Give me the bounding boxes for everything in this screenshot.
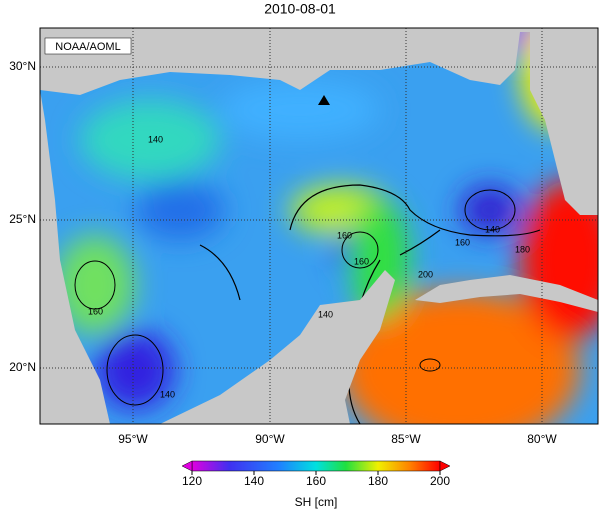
colorbar-tick-label: 160 — [306, 474, 326, 488]
map-frame — [39, 27, 599, 425]
graticule — [40, 28, 598, 424]
colorbar-tick-label: 140 — [244, 474, 264, 488]
contour-label: 160 — [354, 256, 369, 266]
lat-label: 25°N — [9, 212, 36, 226]
colorbar-label: SH [cm] — [295, 495, 338, 509]
contour-label: 140 — [485, 224, 500, 234]
contour-label: 140 — [148, 134, 163, 144]
colorbar — [191, 460, 441, 472]
badge-box — [44, 37, 132, 55]
contour-label: 160 — [88, 306, 103, 316]
colorbar-tick-label: 180 — [368, 474, 388, 488]
lon-label: 95°W — [118, 432, 148, 446]
lon-label: 80°W — [527, 432, 557, 446]
badge: NOAA/AOML — [55, 41, 120, 53]
contour-label: 160 — [337, 230, 352, 240]
lat-label: 20°N — [9, 360, 36, 374]
colorbar-tick-label: 120 — [182, 474, 202, 488]
title: 2010-08-01 — [264, 1, 336, 17]
lon-label: 90°W — [255, 432, 285, 446]
contour-label: 160 — [455, 237, 470, 247]
contour-label: 200 — [418, 269, 433, 279]
sea-surface-height — [40, 28, 598, 424]
contour-label: 180 — [515, 244, 530, 254]
colorbar-tick-label: 200 — [430, 474, 450, 488]
contour-labels: 160 160 140 160 160 180 200 140 140 140 — [88, 134, 530, 399]
lat-label: 30°N — [9, 59, 36, 73]
contour-label: 140 — [318, 309, 333, 319]
lon-label: 85°W — [391, 432, 421, 446]
contour-label: 140 — [160, 389, 175, 399]
